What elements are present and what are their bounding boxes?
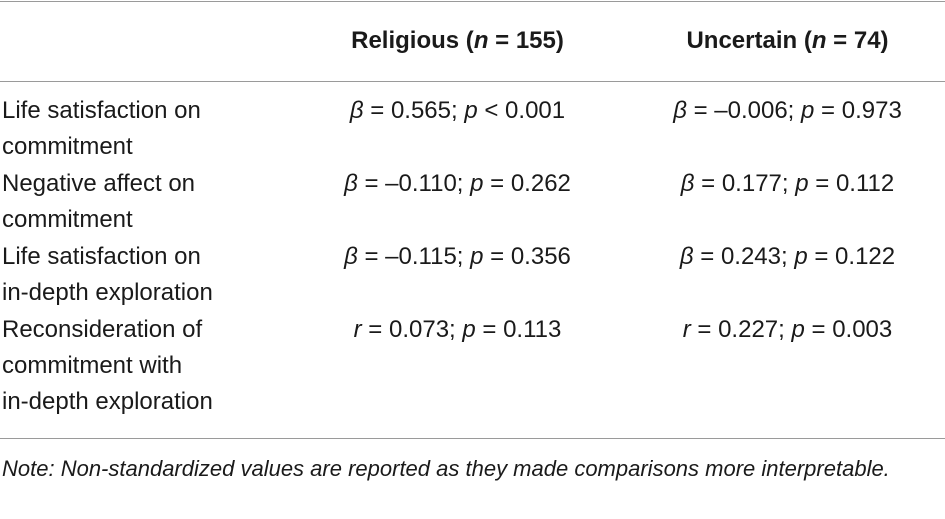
uncertain-cell: β = 0.243; p = 0.122 (679, 243, 896, 270)
uncertain-cell: β = –0.006; p = 0.973 (673, 97, 902, 124)
religious-cell: β = 0.565; p < 0.001 (349, 97, 566, 124)
row-label: Life satisfaction on in-depth exploratio… (2, 243, 213, 306)
column-header-religious: Religious (n = 155) (351, 27, 564, 54)
table-note: Note: Non-standardized values are report… (2, 456, 890, 481)
religious-cell: β = –0.110; p = 0.262 (344, 170, 571, 197)
table-top-rule (0, 1, 945, 2)
header-rule (0, 81, 945, 82)
uncertain-cell: β = 0.177; p = 0.112 (680, 170, 895, 197)
column-header-uncertain: Uncertain (n = 74) (686, 27, 889, 54)
row-label: Negative affect on commitment (2, 170, 196, 233)
uncertain-cell: r = 0.227; p = 0.003 (682, 316, 893, 343)
religious-cell: r = 0.073; p = 0.113 (353, 316, 562, 343)
religious-cell: β = –0.115; p = 0.356 (344, 243, 571, 270)
table-bottom-rule (0, 438, 945, 439)
row-label: Life satisfaction on commitment (2, 97, 201, 160)
row-label: Reconsideration of commitment with in-de… (2, 316, 213, 415)
